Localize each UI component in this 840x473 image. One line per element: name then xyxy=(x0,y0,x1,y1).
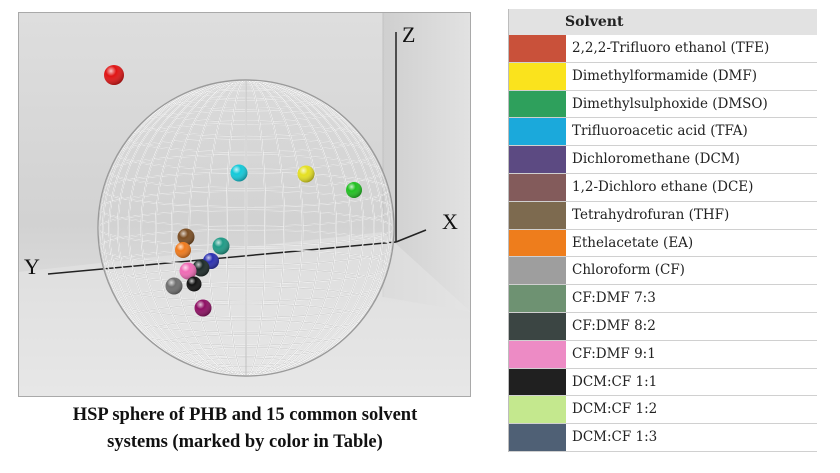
legend-label: 2,2,2-Trifluoro ethanol (TFE) xyxy=(572,40,770,56)
x-axis xyxy=(395,229,427,243)
legend-row: Ethelacetate (EA) xyxy=(509,229,817,258)
legend-label: Tetrahydrofuran (THF) xyxy=(572,206,730,223)
legend-label: DCM:CF 1:1 xyxy=(572,373,658,390)
legend-color-swatch xyxy=(509,146,566,173)
legend-color-swatch xyxy=(509,201,566,229)
legend-rows: 2,2,2-Trifluoro ethanol (TFE) Dimethylfor… xyxy=(509,35,817,452)
legend-label: Chloroform (CF) xyxy=(572,262,685,279)
legend-row: Tetrahydrofuran (THF) xyxy=(509,201,817,230)
legend-label: Dimethylsulphoxide (DMSO) xyxy=(572,95,768,112)
y-axis xyxy=(47,241,397,275)
legend-label: Ethelacetate (EA) xyxy=(572,234,694,251)
legend-row: 1,2-Dichloro ethane (DCE) xyxy=(509,173,817,202)
legend-color-swatch xyxy=(509,35,566,62)
legend-row: CF:DMF 8:2 xyxy=(509,312,817,341)
legend-label: CF:DMF 9:1 xyxy=(572,345,656,362)
sphere-3d-render: Z X Y xyxy=(18,12,471,397)
legend-row: DCM:CF 1:3 xyxy=(509,424,817,452)
x-axis-label: X xyxy=(442,209,458,234)
legend-color-swatch xyxy=(509,173,566,201)
legend-row: DCM:CF 1:2 xyxy=(509,396,817,425)
legend-color-swatch xyxy=(509,368,566,396)
legend-color-swatch xyxy=(509,118,566,146)
legend-color-swatch xyxy=(509,62,566,90)
solvent-points xyxy=(104,65,362,317)
legend-label: Trifluoroacetic acid (TFA) xyxy=(572,123,748,140)
legend-row: Dichloromethane (DCM) xyxy=(509,146,817,174)
legend-color-swatch xyxy=(509,229,566,257)
right-wall xyxy=(383,12,471,312)
legend-row: Dimethylformamide (DMF) xyxy=(509,62,817,91)
caption-line-1: HSP sphere of PHB and 15 common solvent xyxy=(72,405,418,425)
caption-line-2: systems (marked by color in Table) xyxy=(107,432,383,452)
legend-color-swatch xyxy=(509,340,566,368)
legend-color-swatch xyxy=(509,285,566,312)
legend-label: CF:DMF 8:2 xyxy=(572,317,656,334)
legend-color-swatch xyxy=(509,424,566,451)
legend-row: 2,2,2-Trifluoro ethanol (TFE) xyxy=(509,35,817,63)
legend-header: Solvent xyxy=(509,9,817,35)
legend-label: Dimethylformamide (DMF) xyxy=(572,67,758,84)
legend-row: CF:DMF 9:1 xyxy=(509,340,817,369)
legend-row: DCM:CF 1:1 xyxy=(509,368,817,397)
legend-label: 1,2-Dichloro ethane (DCE) xyxy=(572,178,754,195)
y-axis-label: Y xyxy=(24,254,40,279)
legend-label: CF:DMF 7:3 xyxy=(572,290,656,307)
legend-row: Chloroform (CF) xyxy=(509,257,817,286)
legend-row: Trifluoroacetic acid (TFA) xyxy=(509,118,817,147)
legend-label: Dichloromethane (DCM) xyxy=(572,151,740,168)
legend-label: DCM:CF 1:3 xyxy=(572,429,658,446)
hsp-sphere-figure: Z X Y xyxy=(18,12,471,397)
figure-caption: HSP sphere of PHB and 15 common solvent … xyxy=(0,402,490,456)
legend-row: Dimethylsulphoxide (DMSO) xyxy=(509,90,817,119)
legend-color-swatch xyxy=(509,90,566,118)
legend-color-swatch xyxy=(509,257,566,285)
z-axis-label: Z xyxy=(402,22,415,47)
solvent-legend-table: Solvent 2,2,2-Trifluoro ethanol (TFE) Dim… xyxy=(508,9,817,452)
legend-color-swatch xyxy=(509,396,566,424)
legend-label: DCM:CF 1:2 xyxy=(572,401,658,418)
legend-row: CF:DMF 7:3 xyxy=(509,285,817,313)
legend-color-swatch xyxy=(509,312,566,340)
